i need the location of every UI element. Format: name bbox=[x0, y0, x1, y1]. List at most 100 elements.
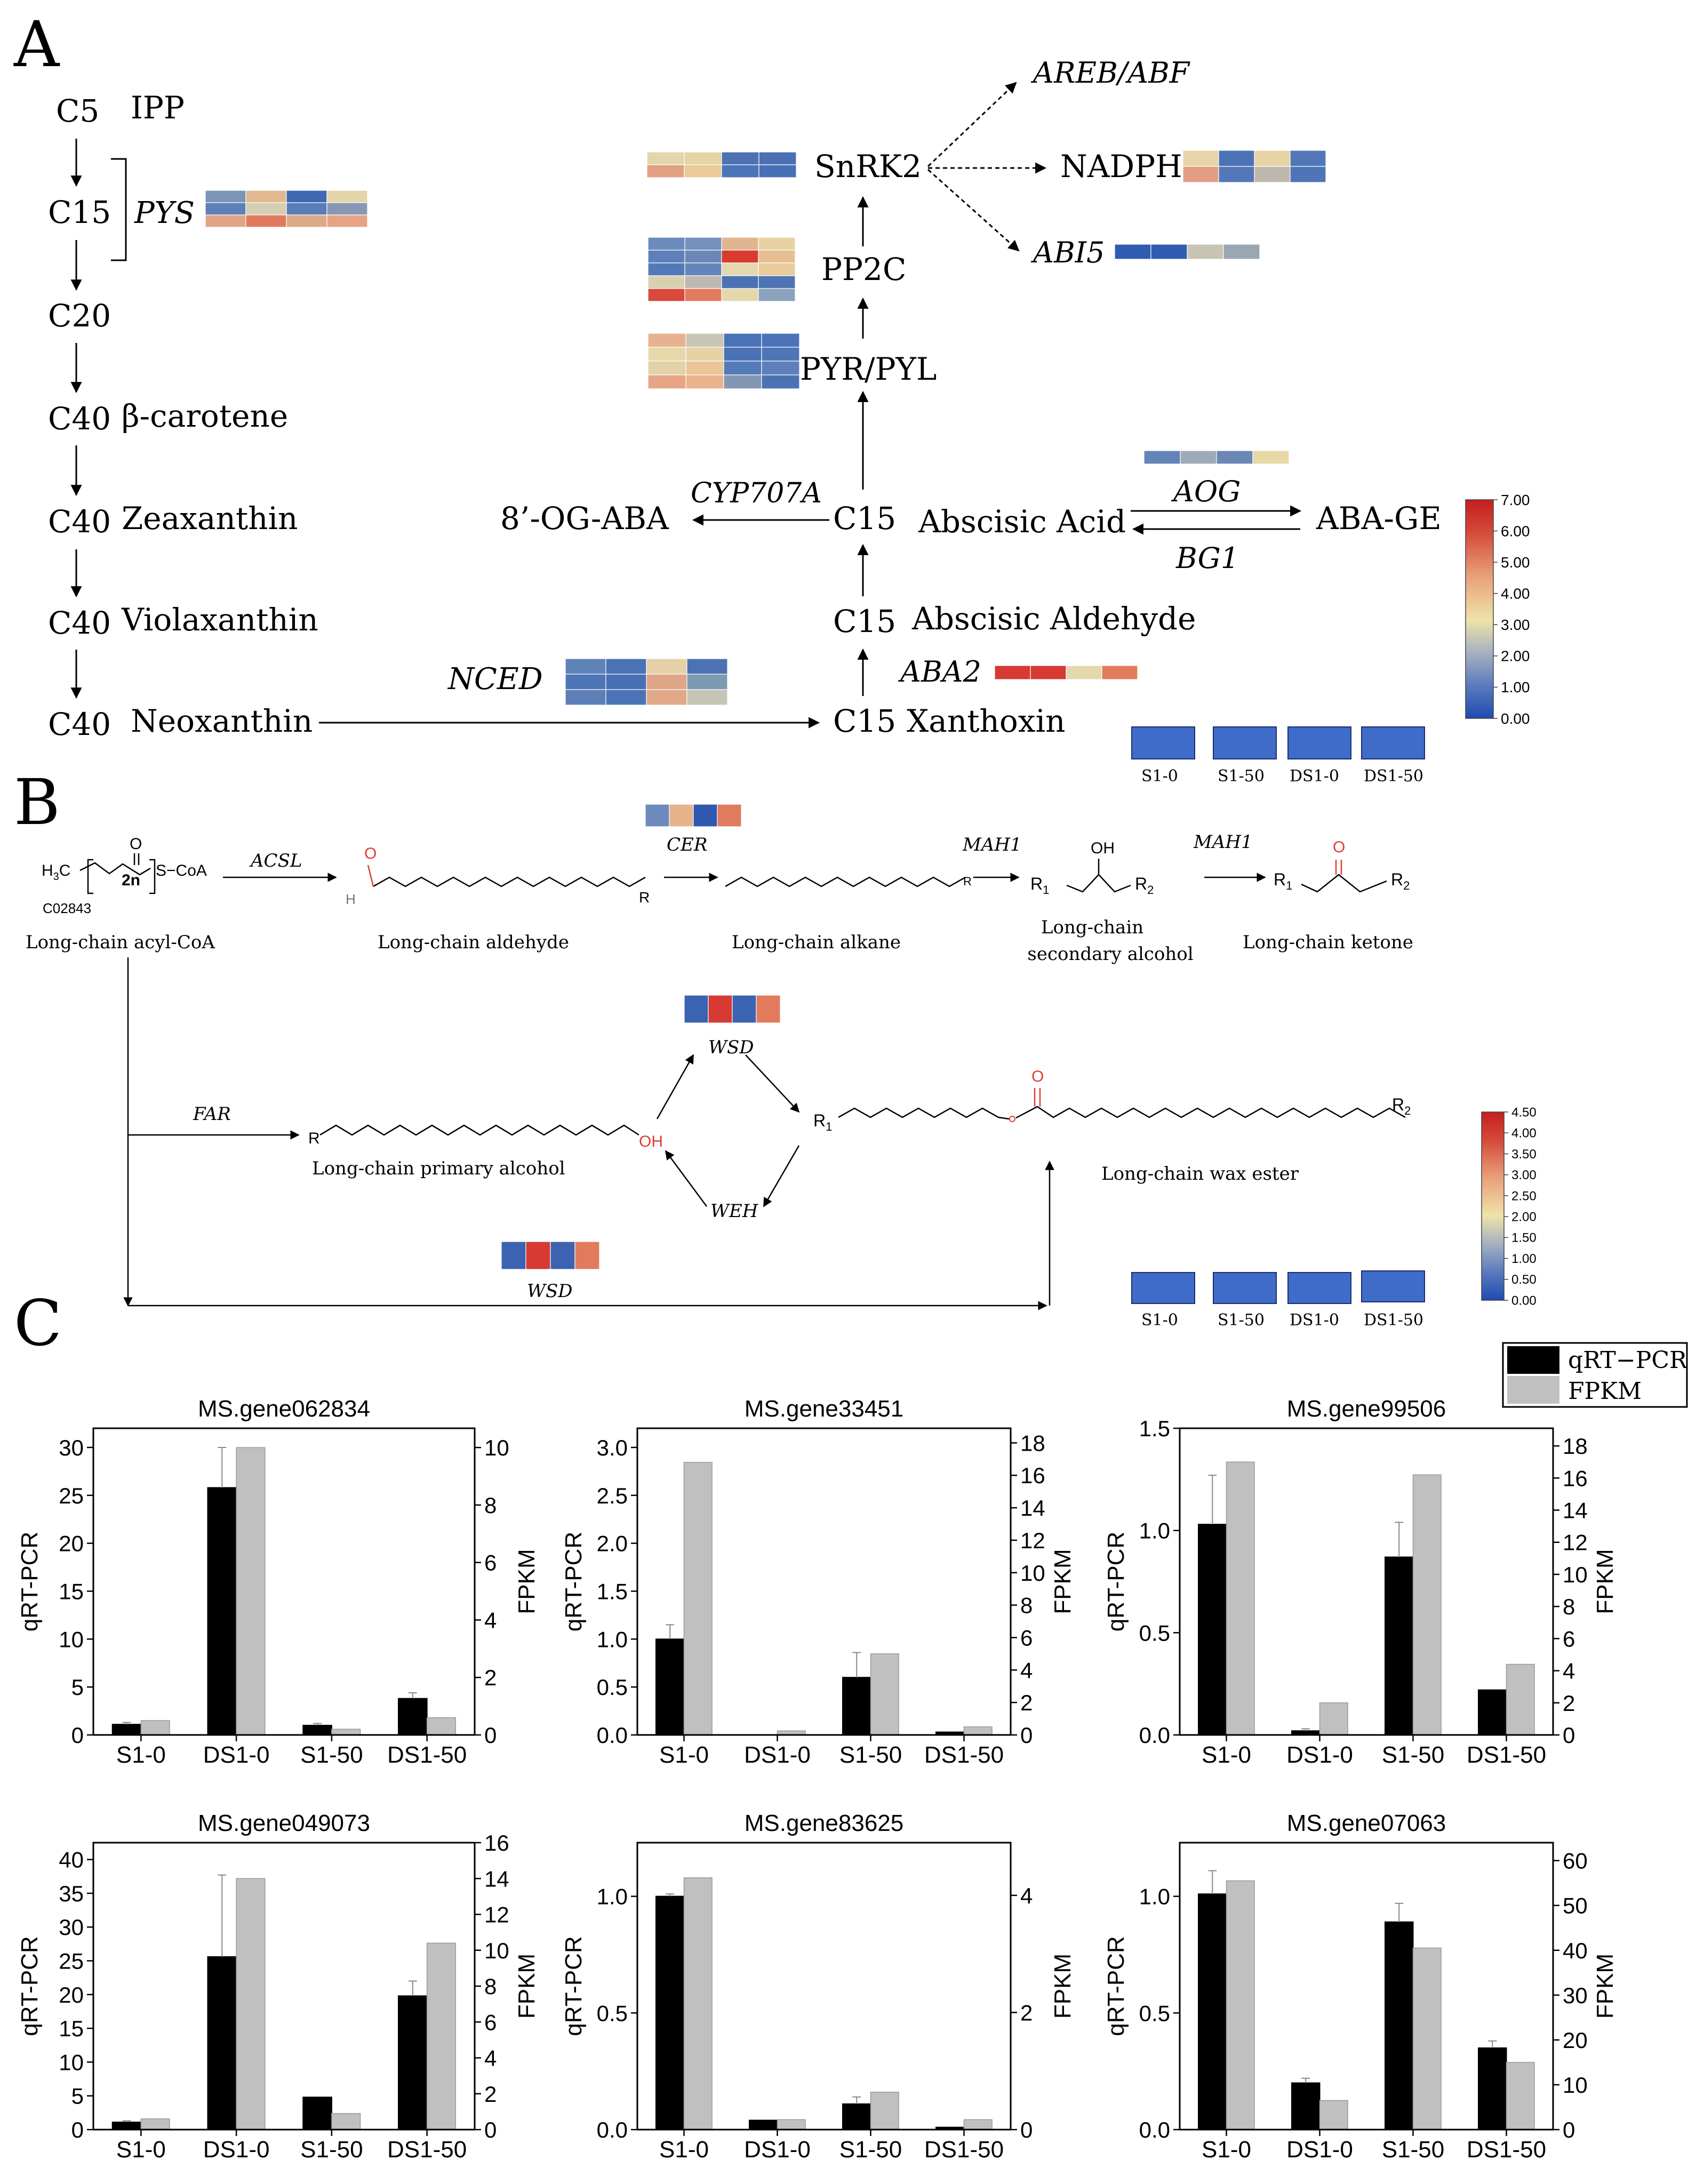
y-tick-label: 0.0 bbox=[597, 1723, 628, 1748]
chart-title: MS.gene83625 bbox=[745, 1810, 903, 1836]
y2-tick-label: 40 bbox=[1563, 1938, 1588, 1963]
nadph-label: NADPH bbox=[1060, 148, 1182, 185]
heatmap-cell bbox=[646, 164, 685, 178]
aldehyde-label: Long-chain aldehyde bbox=[378, 932, 569, 953]
pyr-pyl-label: PYR/PYL bbox=[800, 351, 937, 387]
x-tick-label: DS1-0 bbox=[203, 1742, 270, 1768]
panel-label-c: C bbox=[14, 1286, 62, 1360]
heatmap-cell bbox=[758, 164, 797, 178]
heatmap-snrk2 bbox=[646, 151, 797, 178]
x-tick-label: S1-50 bbox=[1382, 1742, 1444, 1768]
heatmap-cell bbox=[1252, 450, 1290, 465]
heatmap-cell bbox=[286, 202, 327, 215]
heatmap-cell bbox=[994, 665, 1031, 680]
y2-tick-label: 4 bbox=[1563, 1659, 1575, 1684]
primary-alcohol-oh: OH bbox=[639, 1133, 663, 1150]
heatmap-cell bbox=[723, 361, 762, 375]
heatmap-cell bbox=[326, 202, 368, 215]
bar-fpkm bbox=[1412, 1947, 1442, 2130]
y2-tick-label: 14 bbox=[1020, 1495, 1045, 1521]
alkane-chain bbox=[725, 876, 966, 887]
xanthoxin-carbon: C15 bbox=[833, 703, 896, 739]
bar-chart: MS.gene049073 S1-0 DS1-0 S1-50 DS1-50 0 5 10 15 2… bbox=[17, 1810, 540, 2163]
aba-carbon: C15 bbox=[833, 500, 896, 537]
heatmap-cell bbox=[205, 190, 246, 203]
heatmap-wsd-top bbox=[684, 995, 781, 1023]
sample-label: S1-50 bbox=[1218, 1311, 1265, 1330]
wax-ester-r1: R1 bbox=[813, 1111, 832, 1133]
sample-label: S1-0 bbox=[1141, 767, 1178, 786]
ketone-r1: R1 bbox=[1274, 870, 1292, 892]
heatmap-cell bbox=[605, 674, 647, 690]
heatmap-cell bbox=[685, 333, 724, 348]
bar-fpkm bbox=[426, 1717, 456, 1735]
y2-tick-label: 2 bbox=[1563, 1691, 1575, 1716]
y2-tick-label: 10 bbox=[1563, 2073, 1588, 2098]
panel-label-b: B bbox=[14, 765, 60, 839]
y2-tick-label: 18 bbox=[1020, 1430, 1045, 1455]
y2-tick-label: 8 bbox=[1563, 1594, 1575, 1619]
panel-b-labels: Long-chain acyl-CoA ACSL Long-chain alde… bbox=[26, 831, 1413, 1302]
acyl-coa-scoa: S−CoA bbox=[156, 862, 207, 879]
gene-label-pys: PYS bbox=[134, 196, 195, 230]
colorbar-a bbox=[1465, 499, 1494, 719]
precursor-name: IPP bbox=[131, 90, 185, 126]
y2-tick-label: 20 bbox=[1563, 2028, 1588, 2053]
gene-label-aba2: ABA2 bbox=[898, 655, 981, 689]
y-axis-label: qRT-PCR bbox=[561, 1532, 587, 1631]
heatmap-cell bbox=[684, 151, 722, 165]
y2-tick-label: 10 bbox=[484, 1435, 509, 1460]
x-tick-label: S1-0 bbox=[1202, 2137, 1251, 2163]
x-tick-label: S1-0 bbox=[659, 1742, 709, 1768]
gene-label-wsd: WSD bbox=[527, 1281, 573, 1302]
bar-qrt-pcr bbox=[207, 1487, 237, 1735]
bar-fpkm bbox=[963, 1726, 993, 1735]
acyl-coa-label: Long-chain acyl-CoA bbox=[26, 932, 215, 953]
heatmap-cell bbox=[647, 250, 685, 263]
acyl-coa-h3c: H3C bbox=[42, 862, 70, 883]
heatmap-cell bbox=[761, 333, 800, 348]
bar-fpkm bbox=[1506, 1663, 1535, 1735]
heatmap-pys bbox=[205, 190, 368, 228]
x-tick-label: DS1-50 bbox=[924, 2137, 1004, 2163]
ketone-oxygen: O bbox=[1333, 838, 1345, 856]
precursor-name: Neoxanthin bbox=[131, 703, 313, 739]
heatmap-cell bbox=[1290, 150, 1326, 167]
secondary-alcohol-r1: R1 bbox=[1030, 874, 1049, 897]
heatmap-cell bbox=[684, 164, 722, 178]
heatmap-cell bbox=[1030, 665, 1067, 680]
bar-qrt-pcr bbox=[1198, 1893, 1227, 2130]
heatmap-cell bbox=[605, 689, 647, 706]
heatmap-cell bbox=[758, 275, 796, 289]
y2-axis-label: FPKM bbox=[514, 1954, 540, 2019]
gene-label-wsd: WSD bbox=[708, 1037, 754, 1058]
y2-tick-label: 2 bbox=[1020, 2000, 1033, 2025]
heatmap-cell bbox=[669, 804, 694, 827]
bar-charts: MS.gene062834 S1-0 DS1-0 S1-50 DS1-50 0 5 10 15 2… bbox=[17, 1396, 1618, 2163]
precursor-carbon: C40 bbox=[48, 401, 111, 437]
y2-tick-label: 6 bbox=[1563, 1626, 1575, 1651]
heatmap-cell bbox=[646, 151, 685, 165]
y2-tick-label: 10 bbox=[1563, 1562, 1588, 1587]
heatmap-cell bbox=[574, 1241, 600, 1270]
heatmap-cell bbox=[647, 262, 685, 276]
bar-qrt-pcr bbox=[1198, 1524, 1227, 1736]
heatmap-cell bbox=[761, 374, 800, 389]
y-tick-label: 20 bbox=[59, 1531, 84, 1556]
heatmap-cell bbox=[646, 674, 687, 690]
bar-qrt-pcr bbox=[1478, 2047, 1507, 2131]
y-tick-label: 15 bbox=[59, 1579, 84, 1604]
abscisic-aldehyde-label: Abscisic Aldehyde bbox=[911, 601, 1196, 637]
x-tick-label: DS1-50 bbox=[387, 1742, 467, 1768]
panel-label-a: A bbox=[13, 7, 60, 81]
x-tick-label: DS1-50 bbox=[1467, 2137, 1546, 2163]
colorbar-tick-label: 4.50 bbox=[1511, 1105, 1537, 1119]
bar-fpkm bbox=[1319, 1702, 1348, 1735]
heatmap-cell bbox=[1216, 450, 1253, 465]
heatmap-cell bbox=[723, 374, 762, 389]
heatmap-cell bbox=[326, 214, 368, 228]
y2-tick-label: 12 bbox=[1020, 1528, 1045, 1553]
heatmap-cell bbox=[605, 658, 647, 675]
og-aba-label: 8’-OG-ABA bbox=[500, 500, 669, 537]
heatmap-cell bbox=[723, 347, 762, 362]
